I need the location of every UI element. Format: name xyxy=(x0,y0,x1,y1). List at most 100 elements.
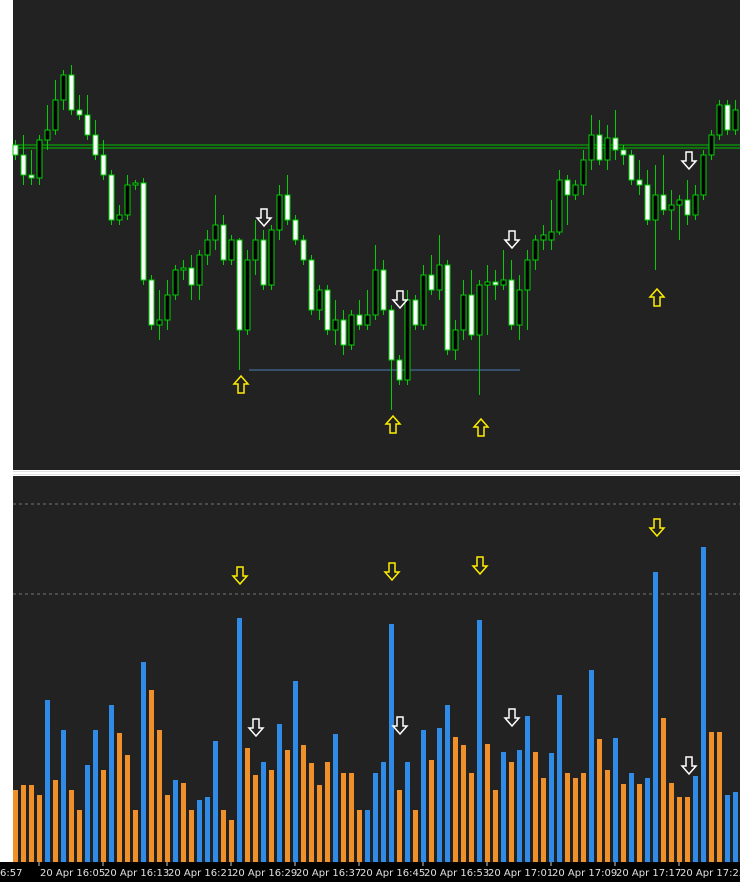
candle-body xyxy=(572,184,579,196)
candle-body xyxy=(644,184,651,221)
volume-bar xyxy=(301,745,306,862)
candle-body xyxy=(12,144,19,156)
candle-body xyxy=(148,279,155,326)
x-tick-label: 20 Apr 16:21 xyxy=(168,868,233,879)
volume-bar xyxy=(413,810,418,862)
candle-body xyxy=(444,264,451,351)
volume-bar xyxy=(405,762,410,862)
candle-body xyxy=(36,139,43,179)
candle-body xyxy=(156,319,163,326)
arrow-down xyxy=(648,518,666,538)
candle-body xyxy=(220,224,227,261)
candle-body xyxy=(668,204,675,211)
volume-bar xyxy=(245,748,250,862)
volume-bar xyxy=(29,785,34,862)
volume-bar xyxy=(509,762,514,862)
volume-bar xyxy=(517,750,522,862)
volume-bar xyxy=(557,695,562,862)
arrow-down xyxy=(503,230,521,250)
candle-body xyxy=(252,239,259,261)
candle-body xyxy=(428,274,435,291)
candle-body xyxy=(436,264,443,291)
volume-bar xyxy=(549,753,554,862)
candle-body xyxy=(244,259,251,331)
candle-body xyxy=(724,104,731,131)
candle-body xyxy=(92,134,99,156)
candle-body xyxy=(524,259,531,291)
volume-bar xyxy=(717,732,722,862)
candle-body xyxy=(412,299,419,326)
candle-body xyxy=(308,259,315,311)
candle-body xyxy=(532,239,539,261)
candle-body xyxy=(28,174,35,179)
volume-bar xyxy=(285,750,290,862)
volume-bar xyxy=(541,778,546,862)
candle-body xyxy=(508,279,515,326)
volume-bar xyxy=(253,775,258,862)
candle-body xyxy=(76,109,83,116)
volume-bar xyxy=(277,724,282,862)
volume-bar xyxy=(613,738,618,862)
volume-bar xyxy=(733,792,738,862)
candle-body xyxy=(676,199,683,206)
volume-bar xyxy=(573,778,578,862)
volume-bar xyxy=(205,797,210,862)
volume-bar xyxy=(453,737,458,862)
arrow-down xyxy=(503,708,521,728)
candle-body xyxy=(604,137,611,161)
volume-bar xyxy=(213,741,218,862)
candle-body xyxy=(468,294,475,336)
volume-bar xyxy=(45,700,50,862)
volume-bar xyxy=(381,762,386,862)
volume-bar xyxy=(149,690,154,862)
candle-body xyxy=(684,199,691,216)
candle-body xyxy=(564,179,571,196)
volume-bar xyxy=(173,780,178,862)
volume-bar xyxy=(589,670,594,862)
volume-bar xyxy=(85,765,90,862)
x-tick-label: 20 Apr 16:29 xyxy=(232,868,297,879)
volume-bar xyxy=(349,773,354,862)
volume-bar xyxy=(21,785,26,862)
volume-bar xyxy=(77,810,82,862)
volume-bar xyxy=(101,770,106,862)
volume-bar xyxy=(317,785,322,862)
volume-bar xyxy=(493,790,498,862)
candle-body xyxy=(260,239,267,286)
candle-body xyxy=(396,359,403,381)
candle-body xyxy=(324,289,331,331)
x-tick-label: 20 Apr 17:25 xyxy=(680,868,740,879)
arrow-down xyxy=(680,756,698,776)
candle-body xyxy=(692,194,699,216)
volume-bar xyxy=(637,784,642,862)
candle-body xyxy=(60,74,67,101)
volume-bar xyxy=(701,547,706,862)
volume-bar xyxy=(709,732,714,862)
candle-body xyxy=(52,99,59,131)
volume-bar xyxy=(341,773,346,862)
arrow-up xyxy=(648,287,666,307)
volume-bar xyxy=(165,795,170,862)
candle-body xyxy=(84,114,91,136)
candle-body xyxy=(620,149,627,156)
candle-body xyxy=(420,274,427,326)
volume-bar xyxy=(469,773,474,862)
arrow-down xyxy=(471,556,489,576)
volume-bar xyxy=(429,760,434,862)
candle-body xyxy=(380,269,387,311)
x-tick-label: 20 Apr 16:13 xyxy=(104,868,169,879)
volume-bar xyxy=(157,730,162,862)
candle-body xyxy=(188,267,195,286)
volume-bar xyxy=(109,705,114,862)
volume-bar xyxy=(325,762,330,862)
candle-body xyxy=(108,174,115,221)
volume-bar xyxy=(477,620,482,862)
candle-body xyxy=(356,314,363,326)
arrow-down xyxy=(247,718,265,738)
candle-body xyxy=(100,154,107,176)
volume-bar xyxy=(237,618,242,862)
volume-bar xyxy=(229,820,234,862)
volume-bar xyxy=(605,770,610,862)
volume-bar xyxy=(669,783,674,862)
